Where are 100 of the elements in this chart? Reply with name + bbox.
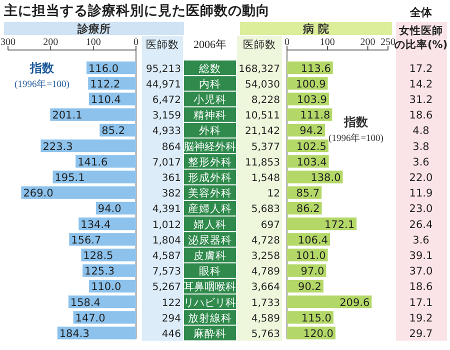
bar (57, 326, 136, 340)
text: 18.6 (409, 281, 433, 294)
text: 10,511 (245, 110, 280, 122)
y-tick-label: 総数 (198, 62, 221, 75)
text: 17.2 (409, 62, 433, 75)
data-label: 85.2 (102, 125, 126, 138)
text: 5,267 (152, 282, 181, 294)
text: 26.4 (409, 218, 433, 231)
data-label: 111.8 (300, 110, 330, 122)
y-tick-label: 脳神経外科 (184, 140, 236, 153)
y-tick-label: 耳鼻咽喉科 (184, 281, 236, 294)
text: 21,142 (245, 126, 280, 138)
x-tick-label: 300 (0, 37, 16, 48)
y-tick-label: 皮膚科 (194, 249, 226, 262)
text: 1,548 (251, 173, 280, 184)
text: 3,664 (251, 282, 280, 294)
text: 19.2 (409, 312, 433, 324)
annotation: 指数 (343, 115, 369, 129)
text: 39.1 (409, 250, 433, 262)
data-label: 120.0 (303, 328, 334, 340)
text: 1,733 (251, 298, 280, 309)
data-label: 102.5 (296, 140, 326, 153)
y-tick-label: 外科 (199, 125, 221, 138)
text: 4,933 (152, 126, 181, 138)
text: 22.0 (409, 172, 433, 184)
data-label: 115.0 (301, 312, 332, 324)
y-tick-label: 整形外科 (188, 156, 232, 168)
text: 1,012 (152, 220, 181, 231)
text: 382 (162, 188, 181, 200)
data-label: 112.2 (90, 78, 120, 90)
data-label: 134.4 (80, 218, 112, 231)
text: 361 (162, 173, 181, 184)
x-tick-label: 200 (360, 37, 376, 48)
data-label: 97.0 (300, 266, 324, 278)
text: 37.0 (409, 266, 433, 278)
data-label: 269.0 (23, 188, 54, 200)
x-tick-label: 200 (43, 37, 58, 48)
data-label: 138.0 (310, 172, 341, 184)
y-tick-label: リハビリ科 (184, 296, 236, 309)
data-label: 156.7 (71, 234, 102, 246)
data-label: 94.0 (98, 203, 122, 216)
text: 29.7 (409, 328, 433, 340)
y-tick-label: 婦人科 (194, 218, 226, 231)
x-tick-label: 0 (284, 37, 290, 48)
x-tick-label: 250 (380, 37, 396, 48)
y-axis-title: 2006年 (194, 39, 226, 51)
text: 17.1 (409, 296, 433, 309)
y-tick-label: 内科 (199, 77, 221, 90)
text: 5,377 (251, 142, 280, 153)
annotation: (1996年=100) (328, 132, 384, 144)
data-label: 110.0 (91, 281, 122, 294)
y-tick-label: 麻酔科 (194, 327, 226, 340)
text: 4,587 (152, 251, 181, 262)
text: 全体 (409, 6, 433, 19)
x-tick-label: 100 (86, 37, 101, 48)
y-tick-label: 眼科 (199, 266, 221, 278)
chart-title: 主に担当する診療科別に見た医師数の動向 (3, 2, 270, 19)
text: 4.8 (412, 125, 430, 138)
y-tick-label: 放射線科 (188, 311, 232, 324)
y-tick-label: 泌尿器科 (188, 234, 232, 246)
bar (52, 170, 136, 184)
data-label: 103.4 (296, 156, 328, 168)
text: 3.8 (412, 140, 430, 153)
text: 31.2 (409, 94, 433, 106)
text: 4,789 (251, 266, 280, 278)
text: 3,258 (251, 251, 280, 262)
text: 446 (162, 329, 181, 340)
data-label: 94.2 (300, 125, 324, 138)
text: 7,573 (152, 266, 181, 278)
data-label: 184.3 (59, 328, 90, 340)
data-label: 90.2 (298, 281, 322, 294)
data-label: 110.4 (90, 94, 122, 106)
text: 3.6 (412, 234, 430, 246)
text: 4,728 (251, 235, 280, 246)
text: 11.9 (409, 188, 433, 200)
data-label: 223.3 (42, 140, 73, 153)
text: 4,589 (251, 313, 280, 324)
bar (50, 108, 136, 121)
text: 4,391 (152, 204, 181, 216)
text: 6,472 (152, 95, 181, 106)
data-label: 147.0 (75, 312, 106, 324)
data-label: 85.7 (296, 188, 320, 200)
annotation: 指数 (29, 61, 55, 75)
bar (21, 186, 136, 199)
bar (40, 140, 136, 152)
text: 1,804 (152, 235, 181, 246)
data-label: 209.6 (340, 296, 370, 309)
data-label: 128.5 (83, 250, 114, 262)
data-label: 100.9 (296, 78, 326, 90)
annotation: (1996年=100) (14, 78, 70, 90)
text: 8,228 (251, 95, 280, 106)
y-tick-label: 小児科 (194, 93, 226, 106)
text: 864 (162, 142, 181, 153)
text: 3,159 (152, 110, 181, 122)
y-tick-label: 精神科 (194, 108, 226, 122)
text: 23.0 (409, 203, 433, 216)
chart-subtitle: 病 院 (302, 22, 329, 36)
y-tick-label: 美容外科 (188, 186, 232, 200)
y-tick-label: 産婦人科 (188, 202, 232, 216)
text: 3.6 (412, 156, 430, 168)
